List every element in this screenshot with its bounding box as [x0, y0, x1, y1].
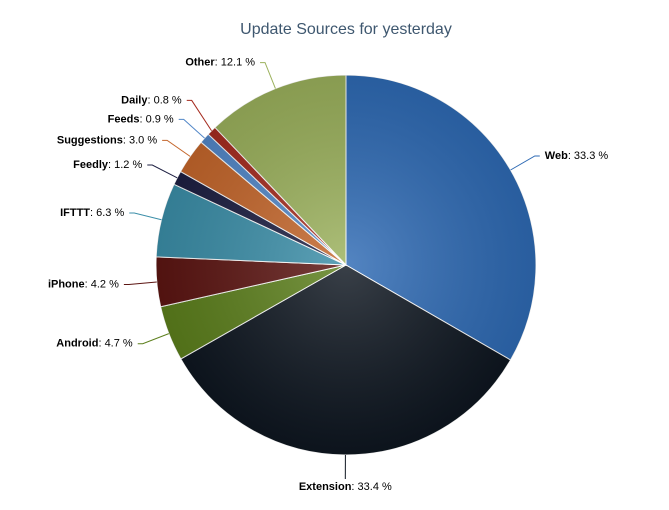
- data-label: Web: 33.3 %: [545, 150, 609, 162]
- label-value: : 4.7 %: [98, 338, 132, 350]
- label-value: : 3.0 %: [123, 134, 157, 146]
- data-label: IFTTT: 6.3 %: [60, 207, 124, 219]
- data-label: Suggestions: 3.0 %: [57, 134, 157, 146]
- connector: [147, 164, 178, 179]
- label-name: Android: [56, 338, 98, 350]
- data-label: Android: 4.7 %: [56, 338, 133, 350]
- label-value: : 0.8 %: [147, 94, 181, 106]
- label-name: IFTTT: [60, 207, 90, 219]
- label-value: : 4.2 %: [85, 278, 119, 290]
- label-name: Suggestions: [57, 134, 123, 146]
- connector: [510, 155, 540, 171]
- label-name: Web: [545, 150, 568, 162]
- data-label: Other: 12.1 %: [185, 56, 255, 68]
- label-name: Feeds: [108, 113, 140, 125]
- label-name: Other: [185, 56, 215, 68]
- connector: [162, 139, 191, 157]
- connector: [178, 118, 205, 139]
- connector: [123, 281, 157, 286]
- label-name: iPhone: [48, 278, 85, 290]
- data-label: Feedly: 1.2 %: [73, 159, 142, 171]
- connector: [129, 212, 162, 221]
- label-value: : 0.9 %: [139, 113, 173, 125]
- label-value: : 12.1 %: [215, 56, 256, 68]
- connector: [137, 333, 170, 345]
- chart-title: Update Sources for yesterday: [240, 21, 452, 38]
- label-value: : 1.2 %: [108, 159, 142, 171]
- connector: [260, 62, 276, 89]
- label-value: : 33.3 %: [568, 150, 609, 162]
- label-name: Daily: [121, 94, 148, 106]
- data-label: Daily: 0.8 %: [121, 94, 182, 106]
- connector: [186, 99, 212, 132]
- data-label: Extension: 33.4 %: [299, 481, 392, 493]
- data-label: Feeds: 0.9 %: [108, 113, 174, 125]
- data-label: iPhone: 4.2 %: [48, 278, 119, 290]
- label-value: : 33.4 %: [351, 481, 392, 493]
- slices: [155, 74, 537, 456]
- label-value: : 6.3 %: [90, 207, 124, 219]
- label-name: Extension: [299, 481, 352, 493]
- label-name: Feedly: [73, 159, 109, 171]
